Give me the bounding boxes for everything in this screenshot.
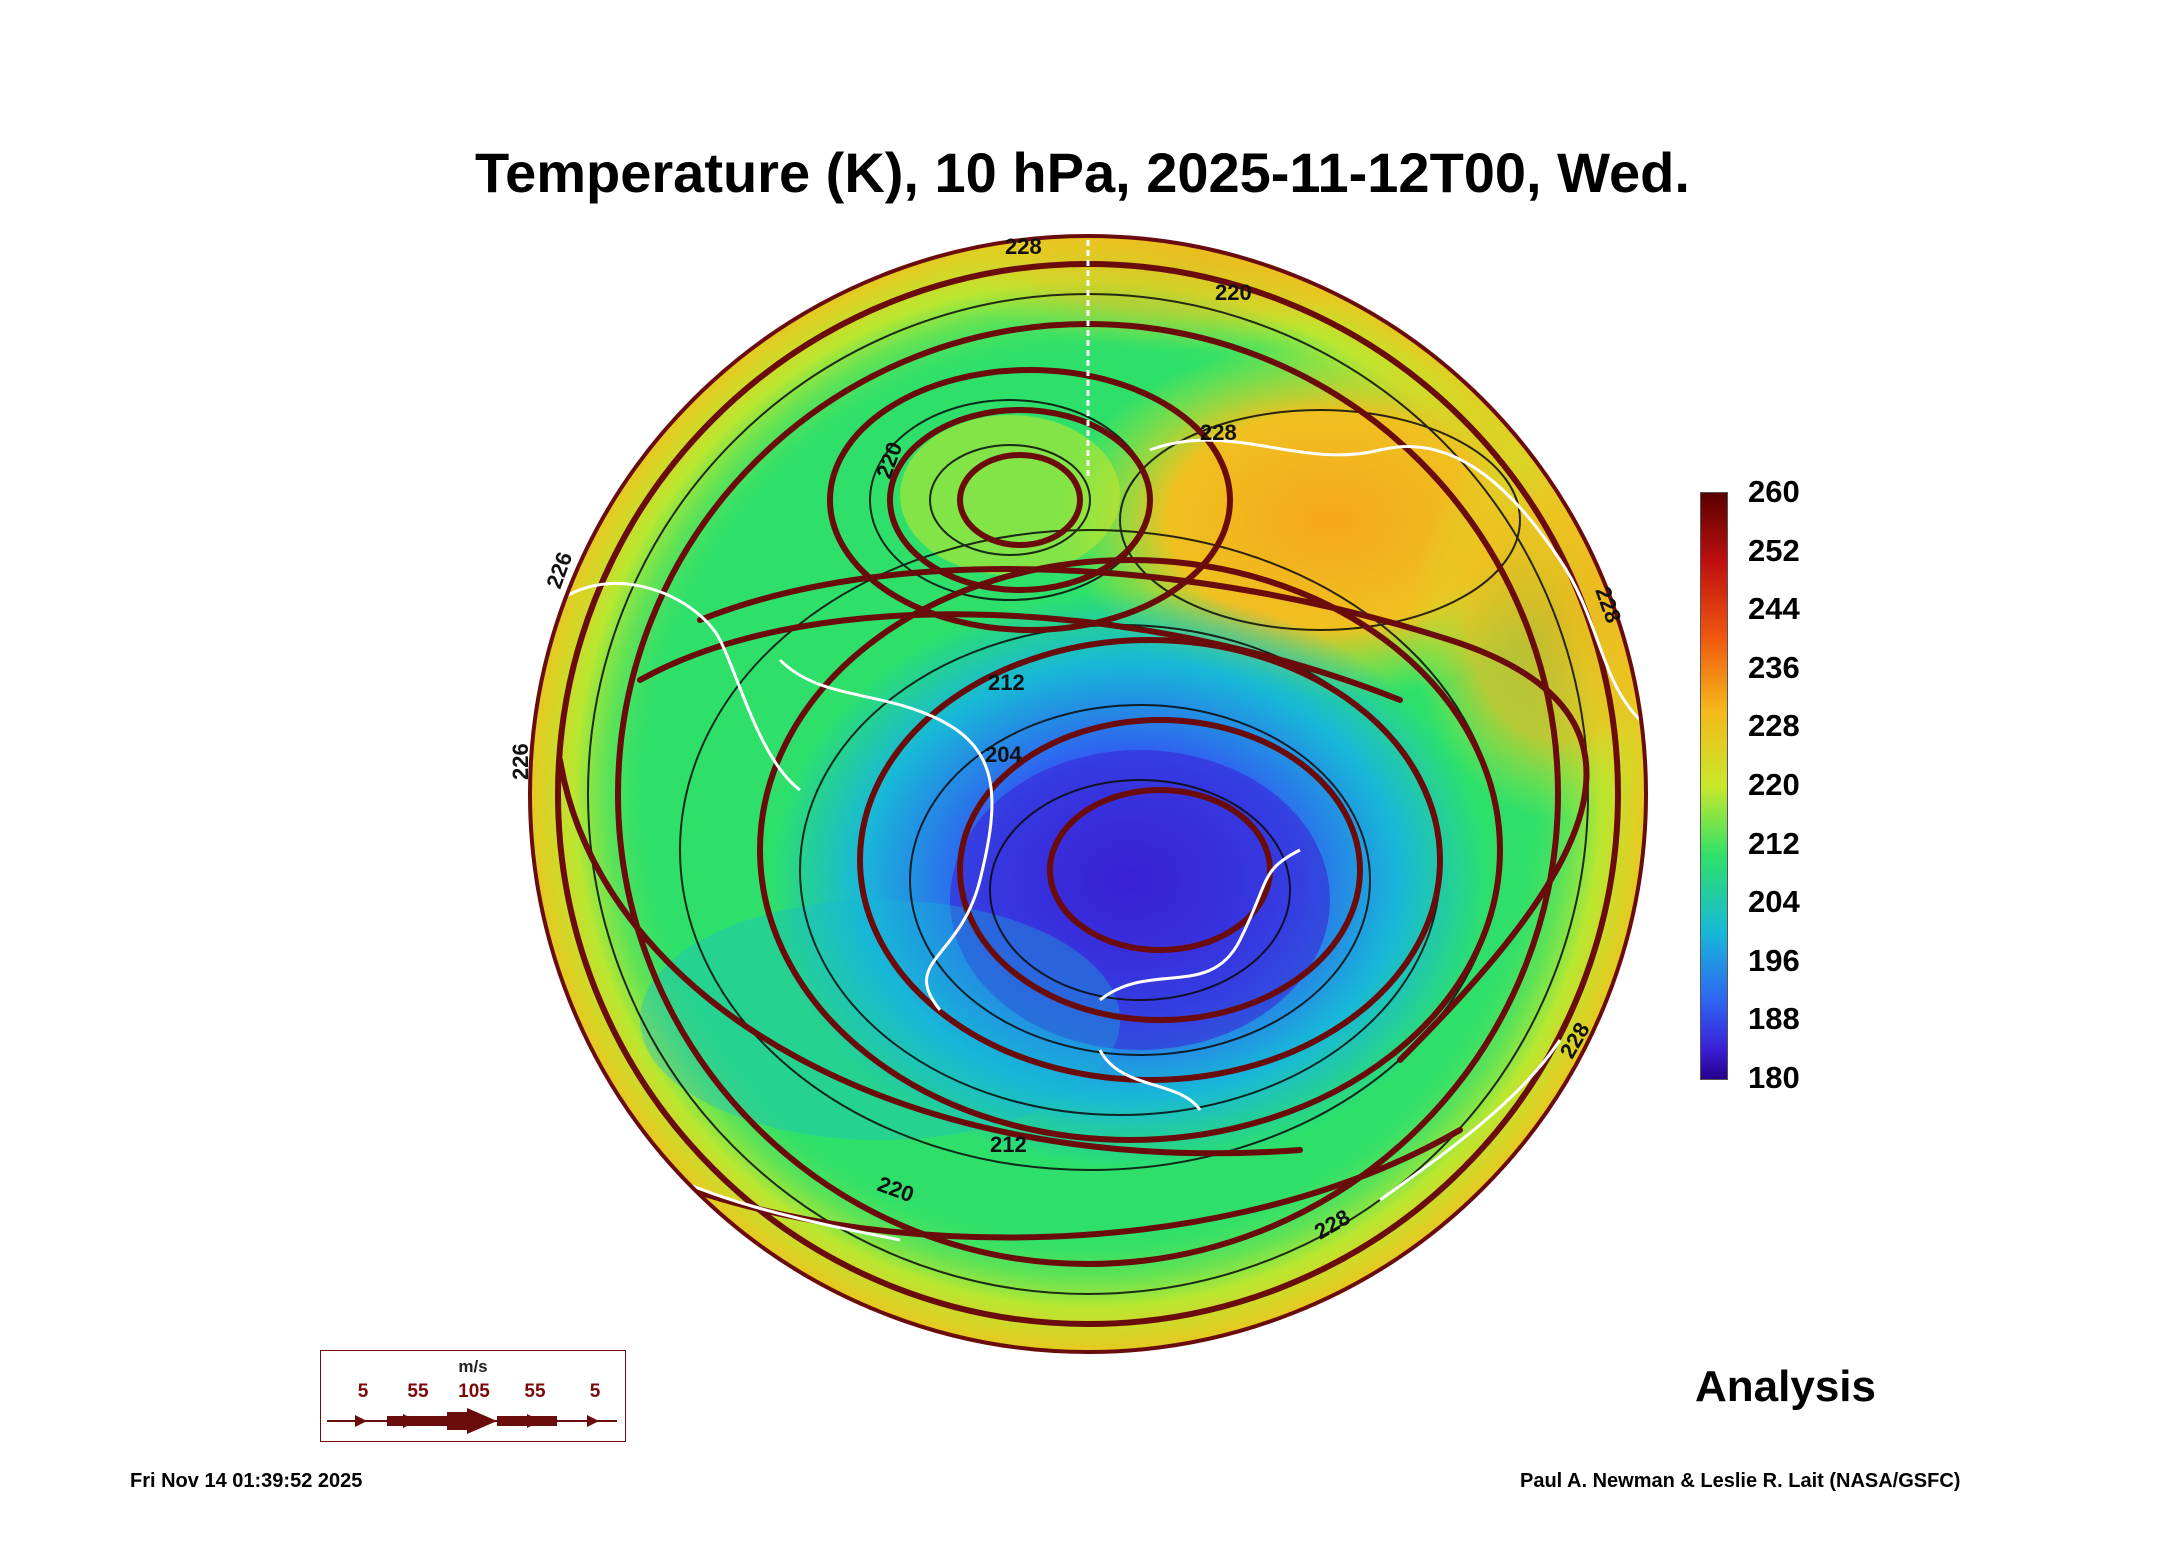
wind-legend-value: 105 — [458, 1381, 490, 1402]
colorbar-tick-label: 180 — [1748, 1060, 1800, 1095]
colorbar-tick-label: 244 — [1748, 591, 1800, 627]
colorbar-tick-label: 260 — [1748, 474, 1800, 509]
contour-label: 212 — [988, 670, 1025, 695]
wind-legend-value: 55 — [524, 1381, 546, 1402]
colorbar-tick-label: 188 — [1748, 1001, 1800, 1037]
analysis-label: Analysis — [1695, 1362, 1876, 1411]
colorbar-tick-label: 252 — [1748, 532, 1800, 568]
credit-line: Paul A. Newman & Leslie R. Lait (NASA/GS… — [1520, 1470, 1961, 1492]
colorbar-tick-label: 220 — [1748, 767, 1800, 802]
temperature-field — [530, 236, 1646, 1352]
wind-speed-legend: m/s 5 55 105 55 5 — [320, 1350, 626, 1442]
colorbar-tick-label: 196 — [1748, 942, 1800, 978]
colorbar-tick-label: 228 — [1748, 708, 1800, 744]
wind-legend-value: 5 — [589, 1381, 601, 1402]
contour-label: 228 — [1200, 420, 1237, 445]
contour-label: 212 — [990, 1132, 1027, 1157]
contour-label: 228 — [1005, 234, 1042, 259]
contour-label: 204 — [985, 742, 1022, 767]
colorbar-tick-label: 236 — [1748, 649, 1800, 685]
wind-arrow-scale — [327, 1408, 617, 1434]
colorbar — [1700, 492, 1728, 1080]
colorbar-tick-label: 204 — [1748, 884, 1800, 920]
wind-legend-value: 5 — [357, 1381, 369, 1402]
wind-legend-value: 55 — [407, 1381, 429, 1402]
wind-unit-label: m/s — [458, 1357, 488, 1376]
globe-outline — [528, 234, 1648, 1354]
contour-label: 220 — [1215, 280, 1252, 305]
contour-label: 226 — [508, 743, 533, 780]
render-timestamp: Fri Nov 14 01:39:52 2025 — [130, 1470, 363, 1492]
colorbar-tick-label: 212 — [1748, 825, 1800, 861]
map-title: Temperature (K), 10 hPa, 2025-11-12T00, … — [475, 141, 1690, 204]
